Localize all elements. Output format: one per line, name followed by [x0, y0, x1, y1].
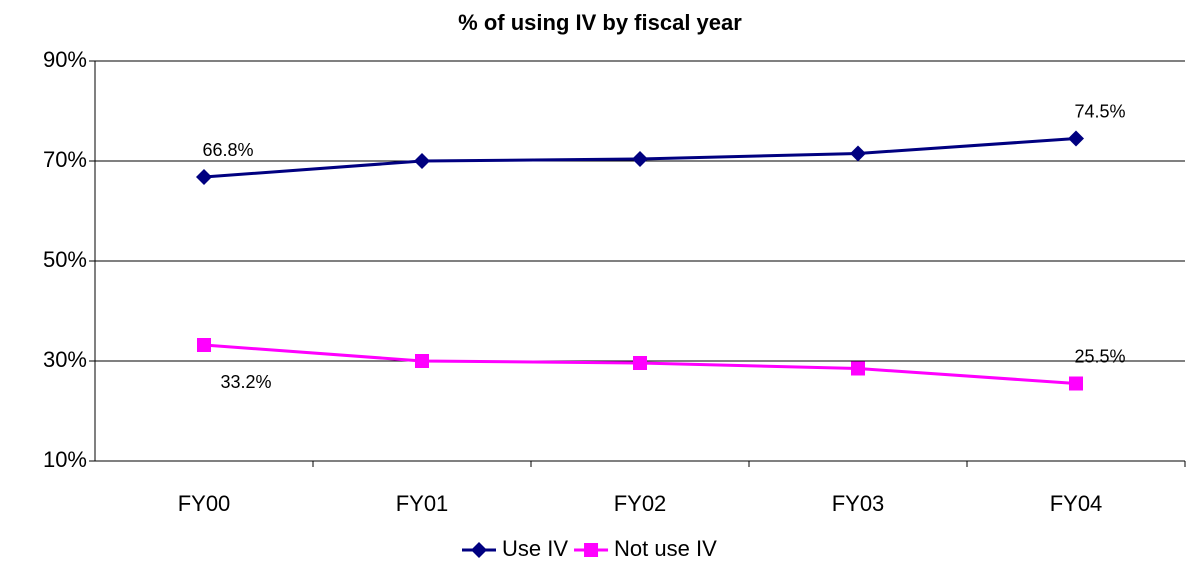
marker	[1069, 376, 1083, 391]
marker	[414, 153, 430, 169]
legend-label: Use IV	[502, 536, 568, 561]
y-tick-label: 50%	[43, 247, 87, 272]
marker	[851, 361, 865, 376]
marker	[632, 151, 648, 167]
chart-title: % of using IV by fiscal year	[458, 10, 742, 35]
x-tick-label: FY03	[832, 491, 885, 516]
marker	[415, 354, 429, 368]
x-tick-label: FY02	[614, 491, 667, 516]
marker	[196, 169, 212, 185]
marker	[850, 145, 866, 162]
x-tick-label: FY00	[178, 491, 231, 516]
data-label: 25.5%	[1074, 346, 1125, 366]
marker	[1068, 130, 1084, 147]
y-tick-label: 70%	[43, 147, 87, 172]
data-label: 33.2%	[220, 372, 271, 392]
x-tick-label: FY04	[1050, 491, 1103, 516]
data-label: 74.5%	[1074, 101, 1125, 121]
marker	[584, 543, 599, 557]
y-tick-label: 90%	[43, 47, 87, 72]
marker	[471, 542, 487, 558]
x-tick-label: FY01	[396, 491, 449, 516]
y-tick-label: 10%	[43, 447, 87, 472]
marker	[197, 338, 211, 352]
marker	[633, 356, 647, 370]
y-tick-label: 30%	[43, 347, 87, 372]
data-label: 66.8%	[202, 140, 253, 160]
legend-label: Not use IV	[614, 536, 717, 561]
